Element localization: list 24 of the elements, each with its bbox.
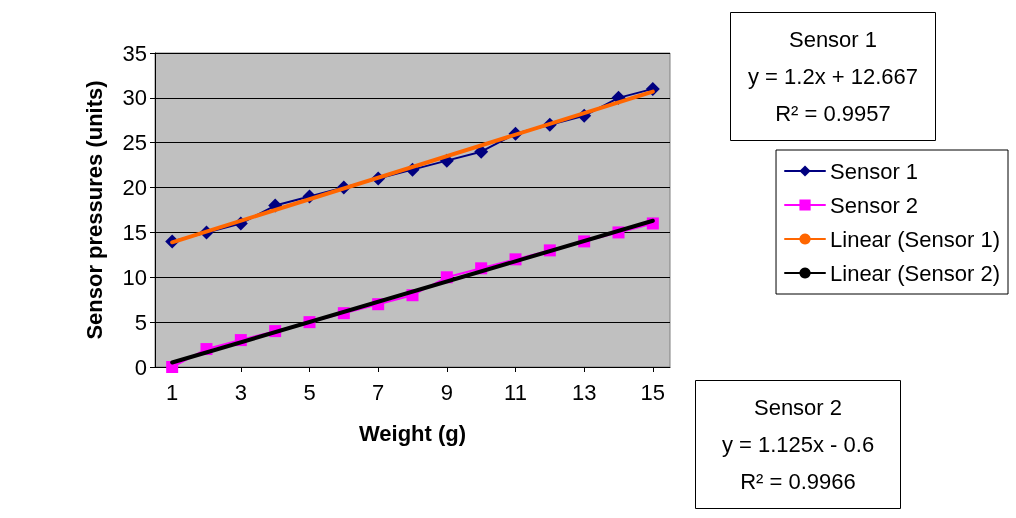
legend-label: Sensor 1 <box>830 158 919 184</box>
x-axis-title: Weight (g) <box>358 420 467 446</box>
legend-label: Linear (Sensor 1) <box>830 226 1001 252</box>
y-tick-label: 35 <box>122 40 147 66</box>
text: Sensor 2 y = 1.125x - 0.6 R² = 0.9966 <box>721 395 875 494</box>
y-tick-label: 15 <box>122 219 147 245</box>
y-tick-label: 20 <box>122 175 147 201</box>
y-tick-label: 0 <box>134 354 147 380</box>
x-tick-label: 13 <box>571 379 597 405</box>
x-tick-label: 1 <box>166 379 179 405</box>
y-tick-label: 30 <box>122 85 147 111</box>
x-tick-label: 5 <box>303 379 316 405</box>
text: Sensor 1 y = 1.2x + 12.667 R² = 0.9957 <box>747 27 919 126</box>
x-tick-label: 3 <box>234 379 247 405</box>
y-tick-label: 25 <box>122 130 147 156</box>
y-axis-title: Sensor pressures (units) <box>81 80 107 340</box>
x-tick-label: 7 <box>372 379 385 405</box>
legend-label: Sensor 2 <box>830 192 919 218</box>
x-tick-label: 15 <box>640 379 666 405</box>
x-tick-label: 11 <box>504 379 527 405</box>
y-tick-label: 10 <box>122 264 147 290</box>
legend-label: Linear (Sensor 2) <box>830 260 1001 286</box>
x-tick-label: 9 <box>440 379 453 405</box>
y-tick-label: 5 <box>134 309 147 335</box>
